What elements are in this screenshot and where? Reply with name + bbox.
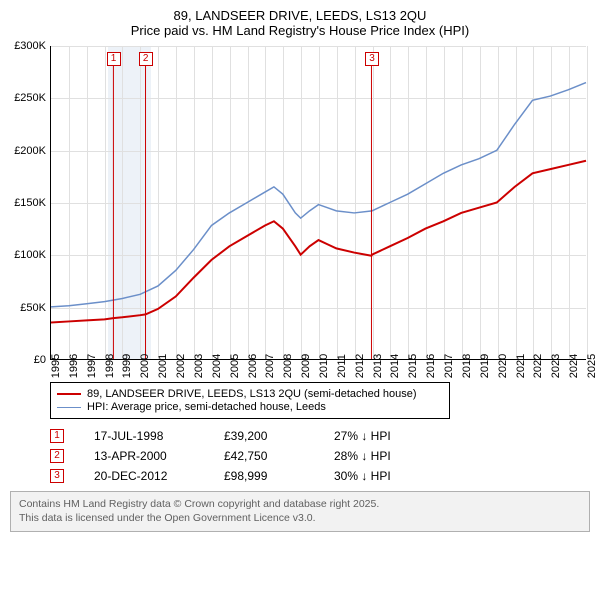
x-axis-label: 2002 <box>175 354 187 378</box>
x-axis-label: 2009 <box>300 354 312 378</box>
title-line2: Price paid vs. HM Land Registry's House … <box>10 23 590 38</box>
transaction-marker: 3 <box>50 469 64 483</box>
x-axis-label: 2017 <box>443 354 455 378</box>
transaction-marker: 1 <box>50 429 64 443</box>
x-axis-label: 2004 <box>211 354 223 378</box>
x-axis-label: 1998 <box>104 354 116 378</box>
transaction-price: £39,200 <box>224 429 304 443</box>
footer-line2: This data is licensed under the Open Gov… <box>19 512 581 526</box>
transaction-row: 1 17-JUL-1998 £39,200 27% ↓ HPI <box>50 429 590 443</box>
x-axis-label: 2001 <box>157 354 169 378</box>
transaction-marker: 2 <box>50 449 64 463</box>
y-axis-label: £200K <box>10 145 46 157</box>
gridline-v <box>587 46 588 359</box>
legend-label: 89, LANDSEER DRIVE, LEEDS, LS13 2QU (sem… <box>87 388 417 400</box>
x-axis-label: 2025 <box>586 354 598 378</box>
x-axis-label: 2005 <box>229 354 241 378</box>
x-axis-label: 2014 <box>389 354 401 378</box>
legend-swatch <box>57 393 81 395</box>
x-axis-label: 2008 <box>282 354 294 378</box>
x-axis-label: 1996 <box>68 354 80 378</box>
x-axis-label: 1995 <box>50 354 62 378</box>
x-axis-label: 2007 <box>264 354 276 378</box>
legend-swatch <box>57 407 81 408</box>
transaction-date: 13-APR-2000 <box>94 449 194 463</box>
y-axis-label: £100K <box>10 249 46 261</box>
transaction-row: 3 20-DEC-2012 £98,999 30% ↓ HPI <box>50 469 590 483</box>
y-axis-label: £300K <box>10 40 46 52</box>
plot-region: 1 2 3 <box>50 46 586 360</box>
legend-label: HPI: Average price, semi-detached house,… <box>87 401 326 413</box>
sale-marker-box: 3 <box>365 52 379 66</box>
transaction-diff: 28% ↓ HPI <box>334 449 434 463</box>
x-axis-label: 2011 <box>336 354 348 378</box>
sale-marker-box: 2 <box>139 52 153 66</box>
chart-container: 89, LANDSEER DRIVE, LEEDS, LS13 2QU Pric… <box>0 0 600 590</box>
series-line <box>51 161 586 323</box>
x-axis-label: 1999 <box>121 354 133 378</box>
y-axis-label: £0 <box>10 354 46 366</box>
x-axis-label: 2019 <box>479 354 491 378</box>
x-axis-label: 2000 <box>139 354 151 378</box>
x-axis-label: 2003 <box>193 354 205 378</box>
transaction-date: 17-JUL-1998 <box>94 429 194 443</box>
x-axis-label: 2010 <box>318 354 330 378</box>
x-axis-label: 1997 <box>86 354 98 378</box>
x-axis-label: 2022 <box>532 354 544 378</box>
sale-marker-box: 1 <box>107 52 121 66</box>
x-axis-label: 2020 <box>497 354 509 378</box>
legend: 89, LANDSEER DRIVE, LEEDS, LS13 2QU (sem… <box>50 382 450 419</box>
transaction-price: £98,999 <box>224 469 304 483</box>
x-axis-label: 2024 <box>568 354 580 378</box>
x-axis-label: 2023 <box>550 354 562 378</box>
legend-row: HPI: Average price, semi-detached house,… <box>57 401 443 413</box>
legend-row: 89, LANDSEER DRIVE, LEEDS, LS13 2QU (sem… <box>57 388 443 400</box>
y-axis-label: £250K <box>10 92 46 104</box>
x-axis-label: 2012 <box>354 354 366 378</box>
x-axis-label: 2006 <box>247 354 259 378</box>
x-axis-label: 2021 <box>515 354 527 378</box>
x-axis-label: 2016 <box>425 354 437 378</box>
chart-area: 123 £0£50K£100K£150K£200K£250K£300K19951… <box>10 46 590 376</box>
transaction-price: £42,750 <box>224 449 304 463</box>
x-axis-label: 2018 <box>461 354 473 378</box>
transaction-diff: 27% ↓ HPI <box>334 429 434 443</box>
x-axis-label: 2013 <box>372 354 384 378</box>
title-line1: 89, LANDSEER DRIVE, LEEDS, LS13 2QU <box>10 8 590 23</box>
transaction-date: 20-DEC-2012 <box>94 469 194 483</box>
y-axis-label: £50K <box>10 302 46 314</box>
transaction-row: 2 13-APR-2000 £42,750 28% ↓ HPI <box>50 449 590 463</box>
footer-license: Contains HM Land Registry data © Crown c… <box>10 491 590 532</box>
y-axis-label: £150K <box>10 197 46 209</box>
line-svg <box>51 46 586 359</box>
footer-line1: Contains HM Land Registry data © Crown c… <box>19 498 581 512</box>
x-axis-label: 2015 <box>407 354 419 378</box>
transaction-table: 1 17-JUL-1998 £39,200 27% ↓ HPI 2 13-APR-2000… <box>50 429 590 483</box>
transaction-diff: 30% ↓ HPI <box>334 469 434 483</box>
